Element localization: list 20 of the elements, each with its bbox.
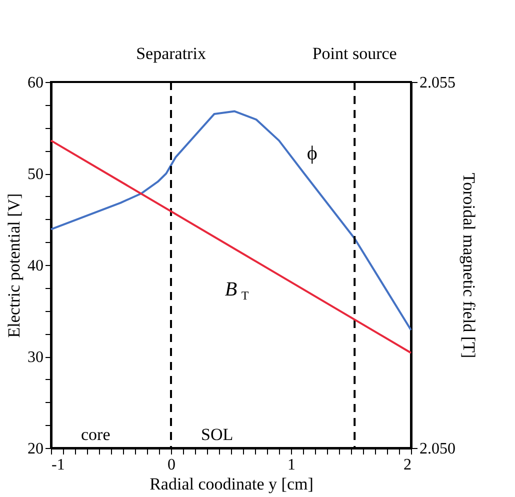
y-axis-title: Electric potential [V] (4, 193, 24, 338)
y2-tick-label: 2.055 (420, 74, 456, 92)
y-tick-label: 50 (28, 166, 44, 183)
x-tick-label: 1 (288, 456, 296, 474)
y-tick-label: 60 (28, 74, 44, 92)
y2-tick-label: 2.050 (420, 440, 456, 458)
ref-line-label: Separatrix (136, 44, 206, 63)
series-label: ϕ (306, 142, 318, 164)
y2-axis-title: Toroidal magnetic field [T] (460, 172, 478, 358)
annotation: core (81, 425, 110, 444)
y-tick-label: 30 (28, 349, 44, 366)
y-tick-label: 40 (28, 258, 44, 274)
x-axis-title: Radial coodinate y [cm] (150, 474, 314, 494)
y-tick-label: 20 (28, 440, 44, 458)
x-tick-label: -1 (52, 456, 65, 474)
annotation: SOL (201, 425, 234, 444)
x-tick-label: 2 (404, 456, 412, 474)
x-tick-label: 0 (168, 456, 176, 474)
ref-line-label: Point source (312, 44, 397, 63)
line-series (50, 110, 412, 331)
